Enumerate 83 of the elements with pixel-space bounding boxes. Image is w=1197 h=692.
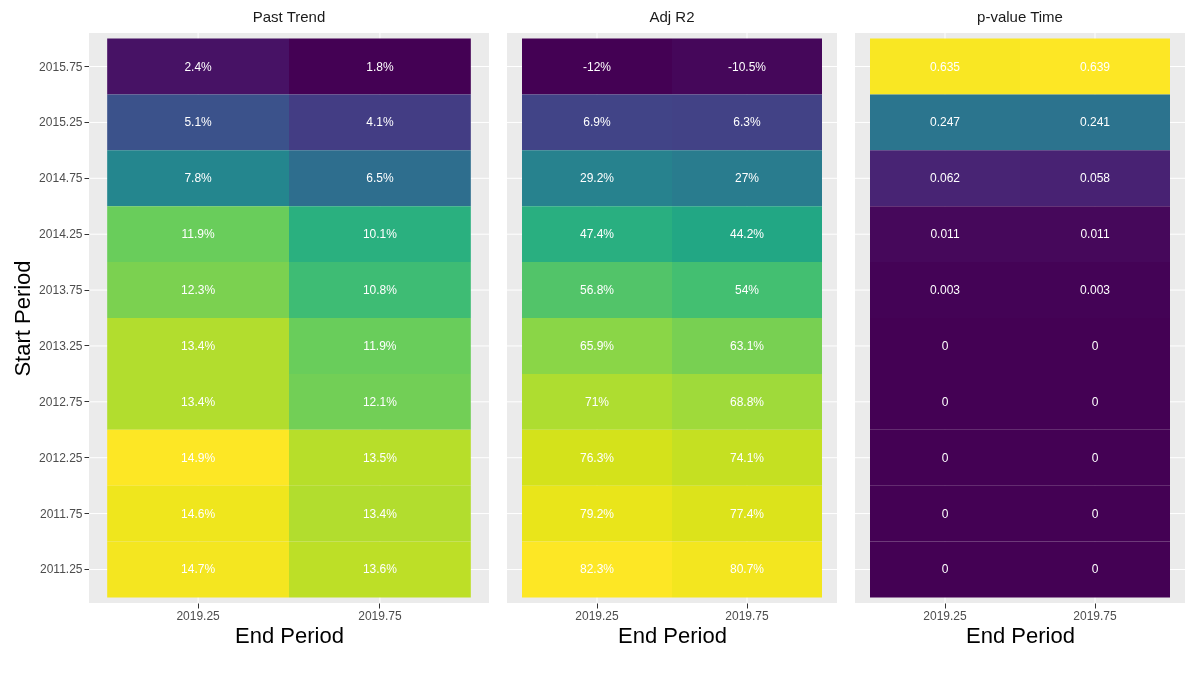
data-label: 0	[1091, 562, 1099, 577]
data-label: 0.639	[1079, 59, 1111, 74]
data-label: 29.2%	[579, 171, 615, 186]
data-label: 13.4%	[181, 394, 216, 409]
data-label: 14.6%	[181, 506, 216, 521]
data-label: 10.8%	[362, 283, 398, 298]
x-tick-label: 2019.75	[358, 608, 402, 623]
data-label: 5.1%	[184, 115, 213, 130]
data-label: 0	[1091, 450, 1099, 465]
data-label: 56.8%	[579, 283, 615, 298]
data-label: 6.5%	[366, 171, 394, 186]
data-label: 13.5%	[362, 450, 398, 465]
x-tick-label: 2019.25	[575, 608, 620, 623]
data-label: 82.3%	[579, 562, 615, 577]
data-label: 11.9%	[181, 227, 215, 242]
x-tick-label: 2019.25	[176, 608, 221, 623]
data-label: 0.058	[1079, 171, 1111, 186]
data-label: -10.5%	[727, 59, 767, 74]
data-label: 76.3%	[579, 450, 615, 465]
y-tick-label: 2012.75	[39, 394, 83, 409]
data-label: 14.9%	[181, 450, 216, 465]
data-label: 13.6%	[362, 562, 398, 577]
data-label: 4.1%	[366, 115, 394, 130]
data-label: 0	[1091, 394, 1099, 409]
x-tick-label: 2019.75	[725, 608, 770, 623]
data-label: 0.011	[1080, 227, 1110, 242]
chart-title: Adj R2	[649, 7, 695, 25]
data-label: 68.8%	[729, 394, 765, 409]
data-label: 54%	[734, 283, 760, 298]
data-label: 0.635	[929, 59, 961, 74]
data-label: 80.7%	[729, 562, 765, 577]
data-label: 0.241	[1079, 115, 1111, 130]
data-label: 0.247	[929, 115, 961, 130]
x-axis-title: End Period	[235, 622, 344, 648]
data-label: 79.2%	[579, 506, 615, 521]
data-label: 14.7%	[181, 562, 216, 577]
data-label: 0.011	[930, 227, 960, 242]
data-label: 27%	[734, 171, 760, 186]
data-label: 13.4%	[181, 338, 216, 353]
x-axis-title: End Period	[618, 622, 727, 648]
data-label: 13.4%	[362, 506, 398, 521]
data-label: 1.8%	[366, 59, 394, 74]
y-tick-label: 2011.25	[40, 562, 83, 577]
chart-title: Past Trend	[252, 7, 326, 25]
y-axis-title: Start Period	[10, 260, 36, 377]
y-tick-label: 2015.25	[39, 115, 83, 130]
data-label: 0.003	[1079, 283, 1111, 298]
data-label: 0	[941, 338, 949, 353]
data-label: 44.2%	[729, 227, 765, 242]
x-tick-label: 2019.25	[923, 608, 968, 623]
data-label: 7.8%	[184, 171, 213, 186]
data-label: 0.003	[929, 283, 961, 298]
y-tick-label: 2012.25	[39, 450, 83, 465]
y-tick-label: 2013.25	[39, 338, 83, 353]
data-label: 0	[941, 562, 949, 577]
data-label: 71%	[584, 394, 610, 409]
x-tick-label: 2019.75	[1073, 608, 1118, 623]
data-label: 63.1%	[729, 338, 765, 353]
data-label: 10.1%	[362, 227, 398, 242]
y-tick-label: 2013.75	[39, 283, 83, 298]
data-label: 6.9%	[583, 115, 611, 130]
data-label: 12.1%	[362, 394, 398, 409]
data-label: -12%	[582, 59, 612, 74]
data-label: 0.062	[929, 171, 961, 186]
data-label: 0	[941, 506, 949, 521]
data-label: 0	[941, 450, 949, 465]
data-label: 6.3%	[733, 115, 761, 130]
data-label: 12.3%	[181, 283, 216, 298]
y-tick-label: 2014.25	[39, 227, 83, 242]
data-label: 0	[1091, 338, 1099, 353]
data-label: 77.4%	[729, 506, 765, 521]
y-tick-label: 2014.75	[39, 171, 83, 186]
data-label: 65.9%	[579, 338, 615, 353]
x-axis-title: End Period	[966, 622, 1075, 648]
data-label: 47.4%	[579, 227, 615, 242]
data-label: 0	[941, 394, 949, 409]
data-label: 0	[1091, 506, 1099, 521]
data-label: 2.4%	[184, 59, 213, 74]
data-label: 74.1%	[729, 450, 765, 465]
chart-title: p-value Time	[977, 7, 1063, 25]
y-tick-label: 2011.75	[40, 506, 83, 521]
data-label: 11.9%	[363, 338, 397, 353]
y-tick-label: 2015.75	[39, 59, 83, 74]
